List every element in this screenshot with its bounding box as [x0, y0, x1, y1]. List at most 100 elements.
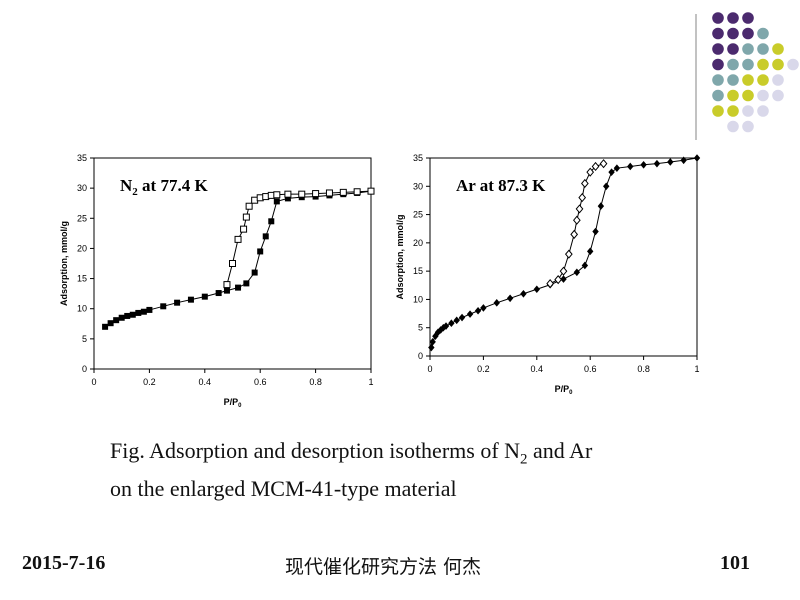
decor-dot: [742, 12, 754, 24]
data-point: [680, 156, 687, 165]
decor-dot: [772, 43, 784, 55]
x-axis-label: P/P0: [224, 397, 243, 409]
data-point: [118, 314, 125, 321]
data-point: [458, 313, 466, 322]
y-tick-label: 10: [77, 304, 87, 314]
y-tick-label: 15: [77, 274, 87, 284]
data-point: [242, 213, 250, 221]
data-point: [586, 167, 595, 177]
data-point: [234, 235, 242, 243]
data-point: [257, 248, 264, 255]
data-point: [174, 299, 181, 306]
y-tick-label: 30: [413, 181, 423, 191]
data-point: [627, 162, 634, 171]
data-point: [223, 281, 231, 289]
decor-dot: [757, 27, 769, 40]
y-tick-label: 20: [77, 243, 87, 253]
data-point: [262, 233, 269, 240]
data-point: [107, 320, 114, 327]
data-point: [554, 275, 563, 285]
y-tick-label: 0: [82, 364, 87, 374]
decor-dot: [742, 74, 754, 86]
y-axis-label: Adsorption, mmol/g: [59, 221, 69, 306]
x-axis-label-subscript: 0: [238, 403, 242, 409]
decor-dot: [727, 12, 739, 24]
decor-dot: [742, 105, 754, 117]
data-point: [581, 261, 589, 270]
data-point: [325, 189, 333, 197]
decor-dot: [757, 89, 769, 102]
data-point: [570, 229, 579, 239]
data-point: [533, 285, 540, 294]
data-point: [235, 284, 242, 291]
ar-isotherm-chart: 0 0.2 0.4 0.6 0.8 105101520253035P/P0Adsorpti…: [395, 153, 701, 396]
data-point: [448, 319, 455, 327]
data-point: [284, 195, 291, 202]
caption-line1-prefix: Fig. Adsorption and desorption isotherms…: [110, 438, 521, 463]
data-point: [102, 323, 109, 330]
data-point: [667, 158, 674, 166]
data-point: [140, 308, 147, 315]
data-point: [466, 310, 474, 318]
data-point: [546, 279, 555, 289]
data-point: [187, 296, 194, 303]
decor-dot: [727, 120, 739, 133]
decor-dot: [727, 27, 739, 40]
data-point: [229, 260, 236, 267]
y-tick-label: 25: [413, 210, 423, 220]
y-axis-label: Adsorption, mmol/g: [395, 215, 405, 300]
y-tick-label: 30: [77, 183, 87, 193]
data-point: [559, 266, 568, 276]
x-axis-label-subscript: 0: [569, 390, 573, 396]
chart-title-rest: at 77.4 K: [138, 176, 209, 195]
decor-dot: [742, 27, 754, 40]
data-point: [573, 268, 581, 277]
footer-title: 现代催化研究方法 何杰: [285, 556, 482, 578]
decor-dot: [712, 74, 724, 86]
data-point: [113, 317, 120, 324]
caption-line1-suffix: and Ar: [527, 438, 593, 463]
data-point: [135, 309, 142, 316]
decor-dot: [712, 89, 724, 102]
decor-dot: [712, 27, 724, 40]
data-point: [201, 293, 208, 300]
decor-dot: [772, 74, 784, 86]
decor-dot: [772, 89, 784, 102]
decor-dot: [727, 43, 739, 55]
data-point: [240, 225, 248, 233]
data-point: [432, 332, 439, 340]
y-tick-label: 5: [82, 334, 87, 344]
decor-dot: [742, 58, 754, 71]
data-point: [613, 164, 621, 172]
decor-dot: [757, 105, 769, 117]
data-point: [578, 193, 587, 203]
data-point: [693, 154, 701, 162]
figure-caption: Fig. Adsorption and desorption isotherms…: [110, 436, 750, 503]
data-point: [591, 161, 600, 172]
data-point: [312, 190, 320, 198]
data-point: [581, 178, 589, 189]
data-point: [339, 188, 347, 196]
decor-dot: [712, 43, 724, 55]
data-point: [243, 280, 250, 287]
decor-dot: [787, 58, 799, 71]
x-axis-label: P/P0: [555, 384, 574, 396]
isotherm-charts: 0 0.2 0.4 0.6 0.8 105101520253035P/P0Adsorpti…: [59, 153, 701, 409]
decor-dot: [727, 58, 739, 71]
plot-frame: [93, 157, 372, 370]
decorative-dot-grid: [695, 12, 799, 140]
data-point: [223, 287, 230, 294]
x-tick-label: 1: [694, 364, 699, 374]
x-tick-label: 0: [427, 364, 432, 374]
chart-title-subscript: 2: [132, 186, 138, 198]
decor-dot: [712, 105, 724, 117]
data-point: [160, 303, 167, 310]
data-point: [129, 311, 136, 318]
y-tick-label: 35: [413, 153, 423, 163]
data-point: [284, 190, 292, 198]
y-tick-label: 35: [77, 153, 87, 163]
data-point: [251, 269, 258, 276]
data-point: [597, 202, 605, 210]
chart-title: N2 at 77.4 K: [120, 176, 208, 198]
data-point: [560, 275, 567, 283]
